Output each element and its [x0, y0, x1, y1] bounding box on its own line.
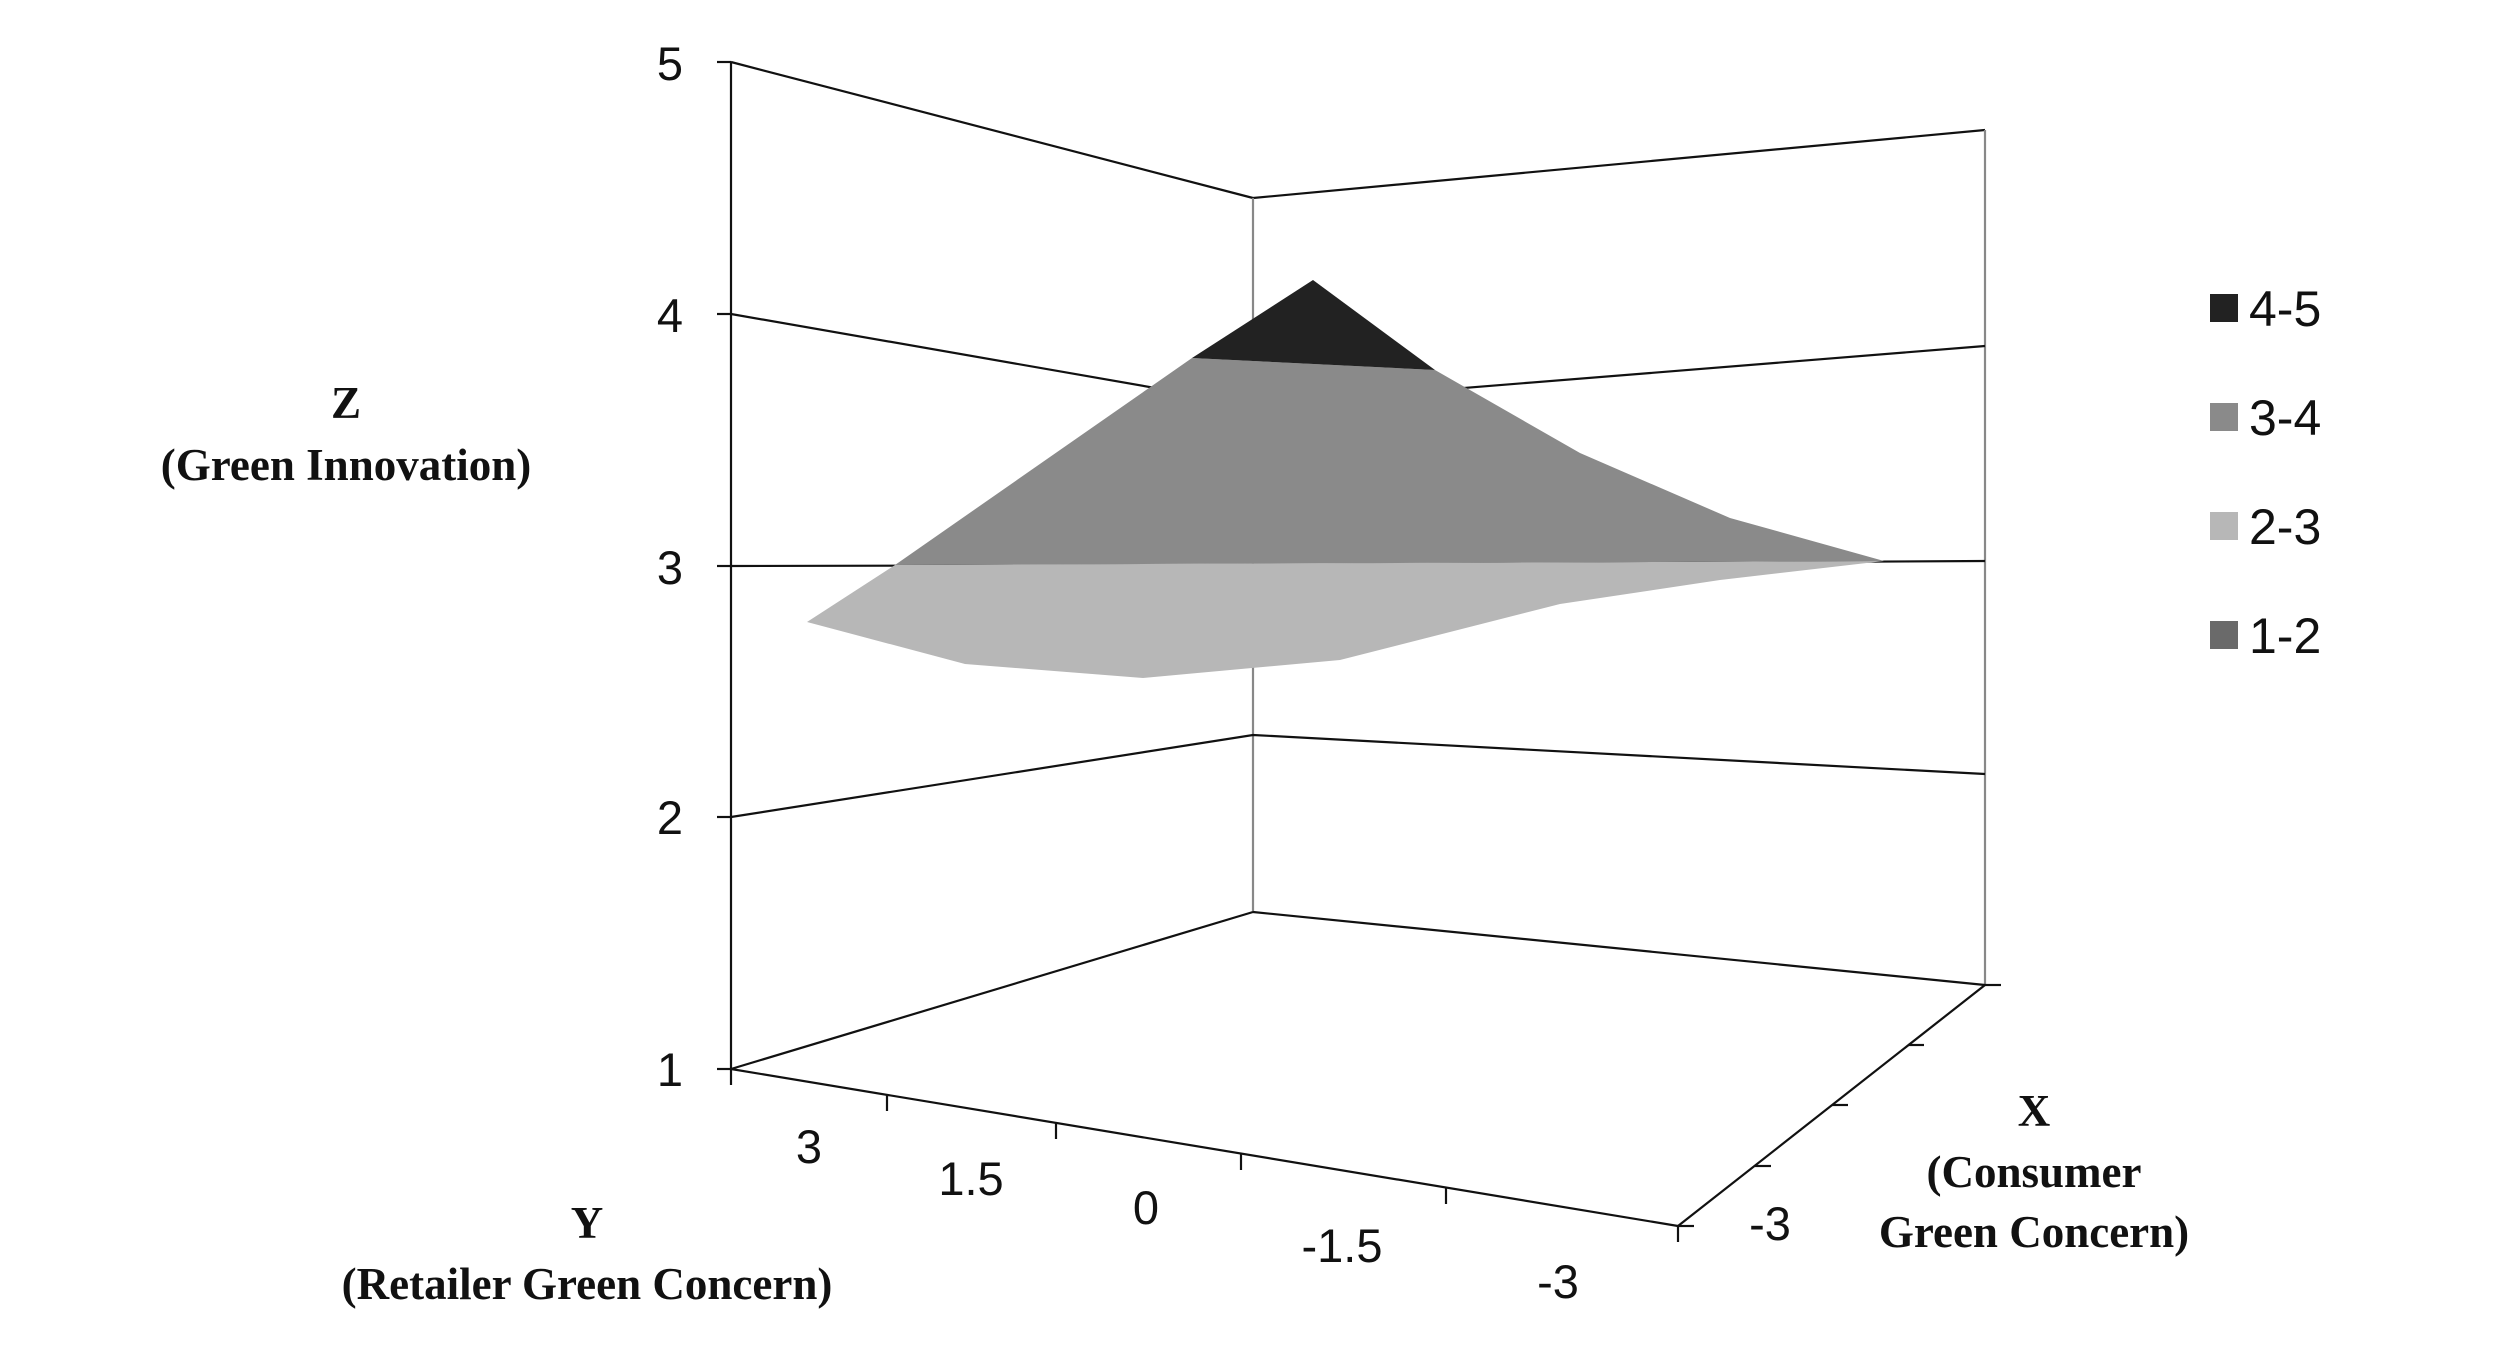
- x-axis-ticks: -3: [1749, 1197, 1791, 1250]
- x-axis-title: X: [2018, 1086, 2051, 1136]
- z-tick-label: 3: [657, 541, 683, 594]
- x-axis-tick-marks: [1678, 983, 2001, 1228]
- legend-swatch-4-5: [2210, 294, 2238, 322]
- legend-label: 2-3: [2249, 499, 2321, 555]
- right-wall-top-edge: [1252, 128, 1986, 200]
- legend-label: 4-5: [2249, 281, 2321, 337]
- z-tick-label: 4: [657, 289, 683, 342]
- y-tick-label: -1.5: [1302, 1219, 1383, 1272]
- surface-band-3-4: [895, 358, 1884, 565]
- legend: 4-5 3-4 2-3 1-2: [2210, 281, 2321, 664]
- gridline-z2: [730, 733, 1986, 819]
- y-tick-label: 0: [1133, 1181, 1159, 1234]
- legend-label: 3-4: [2249, 390, 2321, 446]
- z-axis-title: Z: [331, 378, 361, 428]
- x-axis-subtitle-line2: Green Concern): [1879, 1207, 2189, 1257]
- z-tick-label: 1: [657, 1043, 683, 1096]
- axis-titles: Z (Green Innovation) Y (Retailer Green C…: [161, 378, 2189, 1309]
- y-axis-tick-marks: [729, 1069, 1680, 1242]
- y-axis-title: Y: [571, 1198, 604, 1248]
- legend-swatch-1-2: [2210, 621, 2238, 649]
- y-axis-ticks: 3 1.5 0 -1.5 -3: [796, 1120, 1579, 1308]
- z-axis-tick-marks: [717, 60, 731, 1071]
- surface-band-2-3: [807, 561, 1884, 678]
- z-tick-label: 2: [657, 791, 683, 844]
- surface: [807, 280, 1884, 678]
- floor-left-back-edge: [730, 910, 1254, 1071]
- legend-swatch-3-4: [2210, 403, 2238, 431]
- floor-right-back-edge: [1252, 910, 1986, 987]
- x-axis-subtitle-line1: (Consumer: [1927, 1147, 2142, 1197]
- y-tick-label: 3: [796, 1120, 822, 1173]
- z-axis-subtitle: (Green Innovation): [161, 440, 531, 490]
- floor-front-x-axis: [1677, 984, 1986, 1227]
- z-axis-ticks: 5 4 3 2 1: [657, 37, 683, 1096]
- floor-front-y-axis: [730, 1067, 1679, 1228]
- x-tick-label: -3: [1749, 1197, 1791, 1250]
- y-tick-label: -3: [1537, 1255, 1579, 1308]
- left-wall-top-edge: [730, 60, 1254, 200]
- legend-label: 1-2: [2249, 608, 2321, 664]
- y-axis-subtitle: (Retailer Green Concern): [342, 1259, 833, 1309]
- y-tick-label: 1.5: [938, 1152, 1003, 1205]
- legend-swatch-2-3: [2210, 512, 2238, 540]
- surface-band-4-5: [1192, 280, 1435, 370]
- z-tick-label: 5: [657, 37, 683, 90]
